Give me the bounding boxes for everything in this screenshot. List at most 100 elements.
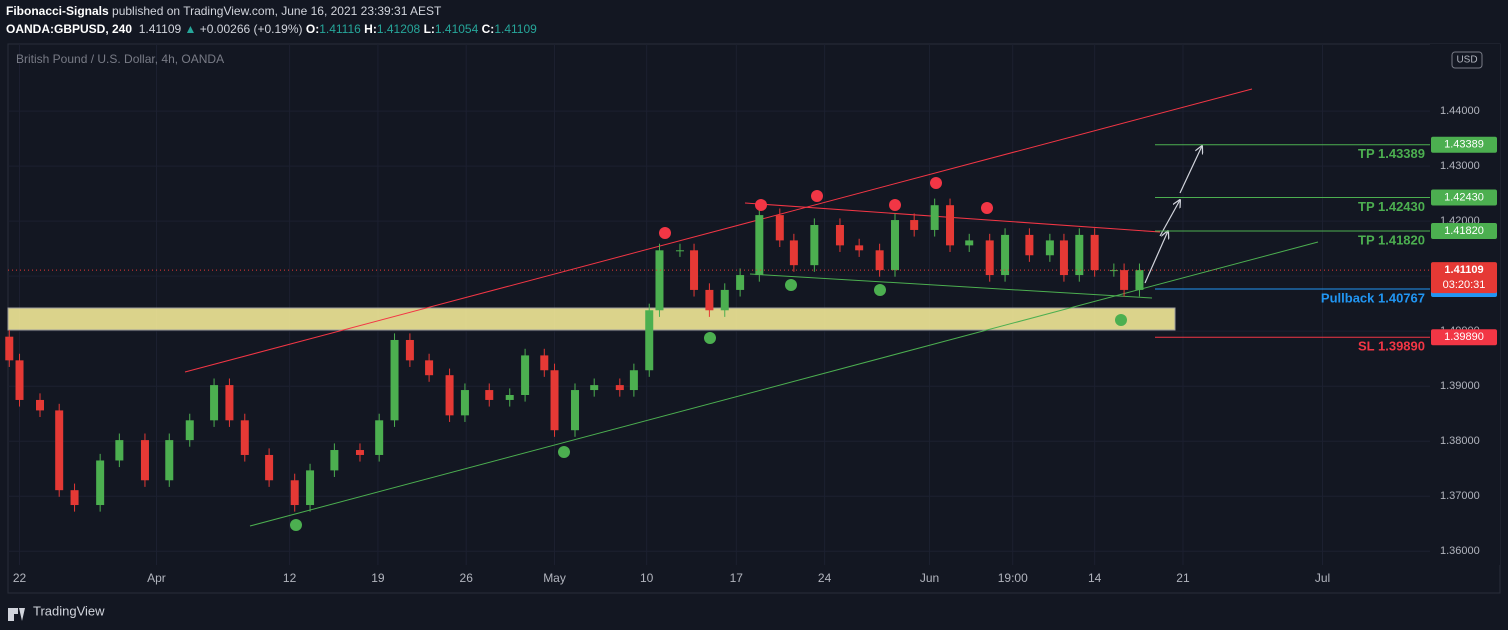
close: 1.41109 bbox=[494, 22, 537, 36]
swing-lows bbox=[290, 279, 1127, 531]
candle-body bbox=[165, 440, 174, 481]
candle-body bbox=[890, 220, 899, 271]
level-tag: 1.39890 bbox=[1444, 331, 1484, 343]
candle-body bbox=[571, 390, 580, 431]
candle-body bbox=[210, 385, 219, 421]
x-tick-label: 10 bbox=[640, 571, 654, 585]
x-tick-label: 22 bbox=[13, 571, 27, 585]
level-label: TP 1.41820 bbox=[1358, 232, 1425, 247]
candle-body bbox=[789, 240, 798, 266]
x-tick-label: Jul bbox=[1315, 571, 1330, 585]
candle-body bbox=[1109, 270, 1118, 272]
y-tick-label: 1.39000 bbox=[1440, 380, 1480, 392]
candle-body bbox=[5, 336, 14, 361]
candle-body bbox=[445, 375, 454, 416]
currency[interactable]: USD bbox=[1456, 55, 1477, 66]
candle-body bbox=[675, 250, 684, 252]
candle-body bbox=[1025, 234, 1034, 256]
level-tag: 1.41820 bbox=[1444, 225, 1484, 237]
candle-body bbox=[185, 420, 194, 441]
candle-body bbox=[70, 490, 79, 506]
y-tick-label: 1.44000 bbox=[1440, 105, 1480, 117]
level-tag: 1.43389 bbox=[1444, 139, 1484, 151]
candle-body bbox=[115, 440, 124, 461]
candle-body bbox=[35, 399, 44, 411]
level-label: TP 1.42430 bbox=[1358, 199, 1425, 214]
legend: British Pound / U.S. Dollar, 4h, OANDA bbox=[16, 52, 224, 66]
header-line-1: Fibonacci-Signals published on TradingVi… bbox=[6, 4, 441, 18]
projection-arrows bbox=[1144, 146, 1202, 284]
c-label: C: bbox=[481, 22, 495, 36]
candle-body bbox=[140, 440, 149, 481]
x-tick-label: 19 bbox=[371, 571, 385, 585]
candle-body bbox=[690, 250, 699, 290]
channel-top bbox=[184, 88, 1253, 373]
published: published on TradingView.com, June 16, 2… bbox=[112, 4, 442, 18]
level-tag-box bbox=[1431, 189, 1497, 206]
y-tick-label: 1.36000 bbox=[1440, 545, 1480, 557]
high: 1.41208 bbox=[376, 22, 421, 36]
current-price: 1.41109 bbox=[1444, 264, 1483, 276]
current-price-tag bbox=[1431, 262, 1497, 294]
candle-body bbox=[1059, 240, 1068, 276]
x-tick-label: Jun bbox=[920, 571, 939, 585]
level-label: TP 1.43389 bbox=[1358, 146, 1425, 161]
candle-body bbox=[985, 240, 994, 276]
candle-body bbox=[835, 225, 844, 246]
level-label: Pullback 1.40767 bbox=[1321, 290, 1425, 305]
x-tick-label: 24 bbox=[818, 571, 832, 585]
candle-body bbox=[550, 370, 559, 431]
candle-body bbox=[1045, 240, 1054, 256]
candle-body bbox=[405, 339, 414, 361]
countdown: 03:20:31 bbox=[1443, 279, 1486, 291]
swing-highs bbox=[659, 177, 993, 239]
candle-body bbox=[736, 275, 745, 290]
candle-body bbox=[265, 454, 274, 481]
x-tick-label: 26 bbox=[460, 571, 474, 585]
o-label: O: bbox=[305, 22, 320, 36]
low: 1.41054 bbox=[434, 22, 479, 36]
candle-body bbox=[946, 205, 955, 246]
x-tick-label: 21 bbox=[1176, 571, 1190, 585]
candle-body bbox=[930, 205, 939, 230]
publisher: Fibonacci-Signals bbox=[6, 4, 109, 18]
level-tag-box bbox=[1431, 329, 1497, 346]
candle-body bbox=[1135, 270, 1144, 290]
candle-body bbox=[810, 225, 819, 266]
candle-body bbox=[306, 470, 315, 506]
candle-body bbox=[705, 289, 714, 311]
candle-body bbox=[375, 420, 384, 455]
symbol: OANDA:GBPUSD, 240 bbox=[6, 22, 133, 36]
candle-body bbox=[720, 289, 729, 311]
h-label: H: bbox=[364, 22, 377, 36]
candle-body bbox=[96, 460, 105, 506]
footer bbox=[0, 596, 1508, 630]
arrow: ▲ bbox=[184, 22, 197, 36]
change: +0.00266 (+0.19%) bbox=[199, 22, 303, 36]
candle-body bbox=[965, 240, 974, 246]
candle-body bbox=[15, 360, 24, 400]
candle-body bbox=[225, 385, 234, 421]
candle-body bbox=[655, 250, 664, 311]
candle-body bbox=[755, 215, 764, 276]
header-line-2: OANDA:GBPUSD, 240 1.41109 ▲ +0.00266 (+0… bbox=[6, 22, 537, 36]
candle-body bbox=[460, 390, 469, 416]
candle-body bbox=[330, 450, 339, 471]
price-axis bbox=[1430, 44, 1500, 565]
candle-body bbox=[390, 339, 399, 421]
candle-body bbox=[240, 420, 249, 455]
candle-body bbox=[505, 395, 514, 400]
level-tag: 1.42430 bbox=[1444, 191, 1484, 203]
level-tag-box bbox=[1431, 223, 1497, 240]
candle-body bbox=[1090, 234, 1099, 271]
currency-button[interactable] bbox=[1451, 51, 1483, 69]
candle-body bbox=[875, 250, 884, 271]
candle-body bbox=[55, 410, 64, 491]
candle-body bbox=[1001, 234, 1010, 276]
candle-body bbox=[645, 310, 654, 371]
level-tag-box bbox=[1431, 136, 1497, 153]
candle-body bbox=[540, 355, 549, 371]
support-zone bbox=[7, 307, 1176, 331]
candle-body bbox=[629, 370, 638, 391]
